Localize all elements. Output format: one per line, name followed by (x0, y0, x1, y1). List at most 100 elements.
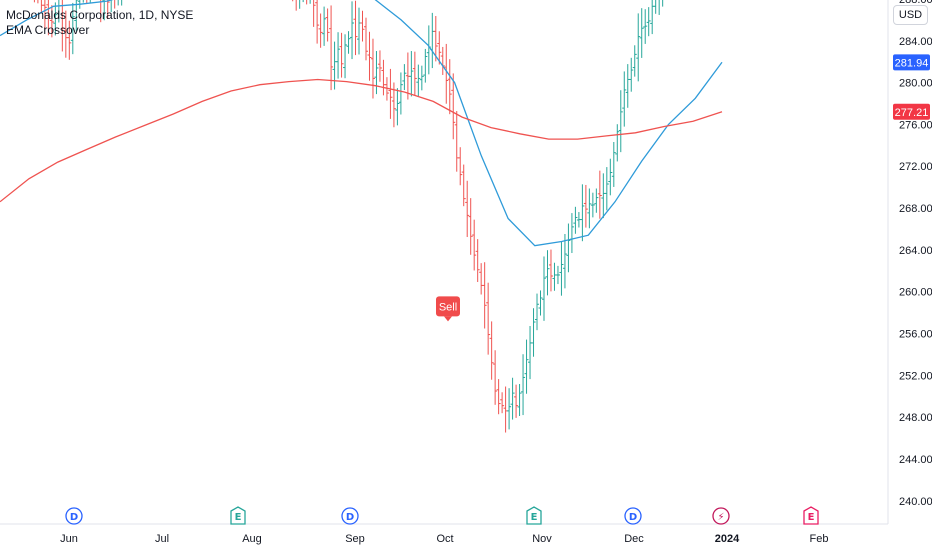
price-tick-label-11: 284.00 (899, 36, 932, 48)
time-tick-label-0: Jun (60, 533, 78, 545)
ohlc-bar (377, 50, 382, 82)
ohlc-bar (653, 0, 657, 14)
ohlc-bar (472, 219, 477, 271)
time-tick-label-3: Sep (345, 533, 365, 545)
svg-text:E: E (235, 512, 242, 523)
ohlc-bar (639, 8, 644, 58)
currency-button[interactable]: USD (893, 5, 928, 25)
ema-slow-tag: 277.21 (893, 103, 930, 120)
ohlc-bar (360, 10, 365, 42)
ohlc-bar (555, 265, 560, 285)
ohlc-bar (437, 31, 442, 65)
ohlc-bar (493, 350, 498, 405)
ohlc-bar (468, 198, 473, 255)
ohlc-bar (350, 1, 355, 60)
ohlc-bar (339, 32, 344, 78)
ohlc-bar (545, 250, 550, 296)
ohlc-bar (517, 384, 522, 417)
ohlc-bar (370, 38, 375, 99)
ohlc-bar (313, 0, 316, 27)
ohlc-bar (465, 180, 470, 238)
price-tick-label-5: 260.00 (899, 287, 932, 299)
ohlc-bar (594, 188, 599, 213)
ohlc-bar (632, 45, 637, 77)
ohlc-bar (423, 48, 428, 83)
chart-legend: McDonalds Corporation, 1D, NYSE EMA Cros… (6, 8, 193, 38)
ohlc-bar (622, 71, 627, 127)
ohlc-bar (329, 5, 334, 91)
ohlc-bar (77, 0, 81, 9)
ohlc-bar (322, 6, 327, 46)
ohlc-bar (461, 164, 466, 207)
svg-text:D: D (70, 512, 78, 523)
ohlc-bar (587, 188, 592, 229)
ohlc-bar (46, 0, 51, 36)
time-tick-label-1: Jul (155, 533, 169, 545)
svg-text:D: D (346, 512, 354, 523)
split-event-icon[interactable]: ⚡ (712, 507, 730, 525)
price-tick-label-1: 244.00 (899, 454, 932, 466)
ema-fast-tag: 281.94 (893, 54, 930, 71)
time-tick-label-6: Dec (624, 533, 644, 545)
ohlc-bar (618, 90, 623, 153)
ohlc-bar (107, 0, 110, 20)
indicator-title[interactable]: EMA Crossover (6, 23, 90, 37)
ohlc-bar (67, 20, 72, 60)
ohlc-bar (629, 57, 634, 92)
time-axis[interactable]: Jun Jul Aug Sep Oct Nov Dec 2024 Feb (60, 533, 828, 545)
ohlc-bar (528, 325, 533, 380)
ohlc-bar (566, 223, 571, 273)
ohlc-bar (440, 46, 445, 75)
ohlc-bar (318, 13, 323, 48)
ohlc-bar (646, 7, 651, 37)
ohlc-bar (343, 34, 348, 79)
ohlc-bar (49, 5, 54, 38)
dividend-event-icon[interactable]: D (65, 507, 83, 525)
symbol-title[interactable]: McDonalds Corporation, 1D, NYSE (6, 8, 194, 22)
ohlc-bar (569, 213, 574, 254)
earnings-event-icon[interactable]: E (526, 506, 542, 525)
time-tick-label-8: Feb (810, 533, 829, 545)
ohlc-bar (426, 25, 431, 75)
ohlc-bar (110, 0, 112, 13)
ohlc-bar (82, 0, 84, 3)
price-tick-label-3: 252.00 (899, 370, 932, 382)
ohlc-bar (583, 184, 588, 228)
ohlc-bar (541, 256, 546, 321)
ohlc-bar (521, 354, 526, 416)
ohlc-bar (306, 0, 308, 5)
ohlc-bar (419, 65, 424, 91)
ohlc-bar (447, 59, 452, 115)
svg-text:E: E (531, 512, 538, 523)
price-axis[interactable]: 240.00 244.00 248.00 252.00 256.00 260.00 264.… (899, 0, 932, 508)
svg-text:281.94: 281.94 (895, 57, 929, 69)
ohlc-bar (117, 0, 119, 6)
ohlc-bar (559, 241, 564, 296)
ohlc-bar (650, 0, 655, 35)
ohlc-bar (53, 2, 58, 36)
price-tick-label-0: 240.00 (899, 496, 932, 508)
earnings-event-icon[interactable]: E (230, 506, 246, 525)
ohlc-bar (475, 239, 480, 282)
price-tick-label-2: 248.00 (899, 412, 932, 424)
ohlc-bar (374, 51, 379, 95)
ohlc-bar (608, 158, 613, 196)
dividend-event-icon[interactable]: D (624, 507, 642, 525)
ohlc-bar (486, 282, 491, 355)
dividend-event-icon[interactable]: D (341, 507, 359, 525)
ohlc-bar (611, 141, 616, 187)
signal-sell[interactable]: Sell (436, 296, 460, 322)
svg-text:277.21: 277.21 (895, 107, 929, 119)
price-tick-label-12: 288.00 (899, 0, 932, 6)
ohlc-bar (573, 206, 578, 234)
ohlc-bar (295, 0, 297, 11)
ohlc-bar (100, 0, 102, 23)
ohlc-bar (503, 386, 508, 433)
ohlc-bar (412, 51, 417, 96)
ohlc-bar (454, 111, 459, 172)
earnings-event-icon[interactable]: E (803, 506, 819, 525)
ohlc-bar (299, 0, 301, 9)
ohlc-bar (500, 392, 505, 414)
